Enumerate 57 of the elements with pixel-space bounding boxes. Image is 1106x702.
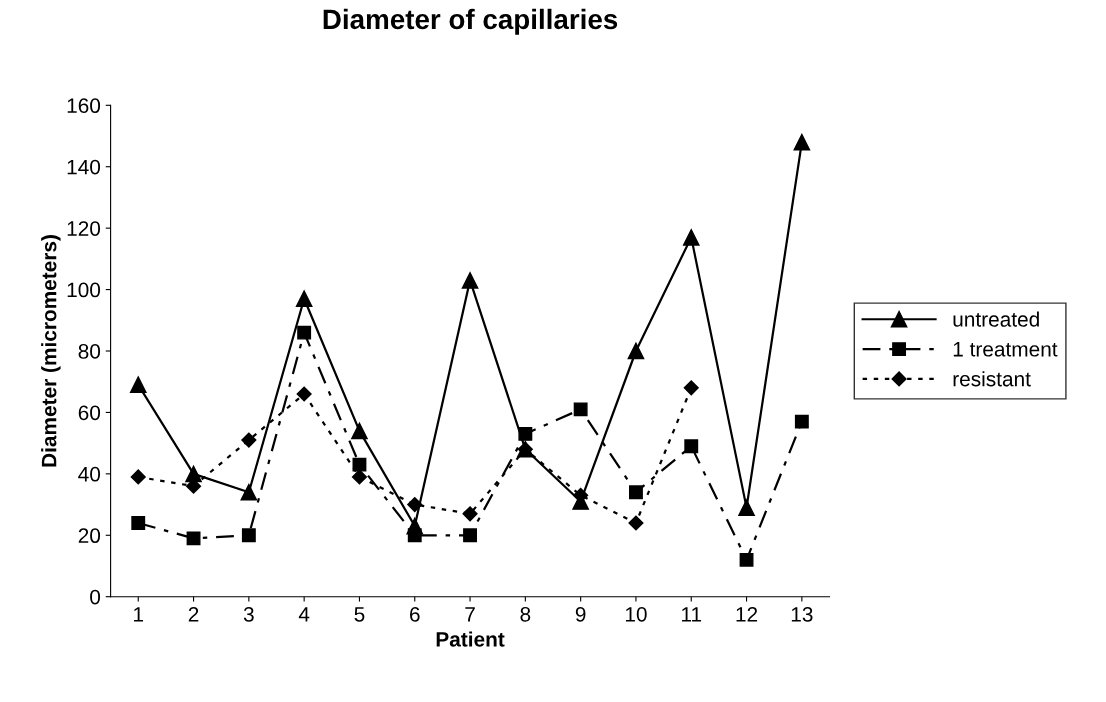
x-tick-label: 6 [410,606,420,622]
point [627,342,645,360]
point [794,414,809,429]
point [241,432,257,448]
point [351,469,368,485]
chart-title: Diameter of capillaries [323,8,618,35]
point [682,229,700,246]
x-tick-label: 1 [134,607,144,622]
x-tick-label: 2 [188,606,199,622]
x-tick-label: 5 [354,607,365,622]
y-tick-label: 80 [78,344,101,359]
legend-label: untreated [953,311,1039,327]
point [462,506,478,522]
x-tick-label: 9 [575,606,586,622]
point [683,380,699,396]
x-tick-label: 13 [791,606,813,622]
point [461,272,479,289]
point [684,439,699,454]
point [629,485,643,500]
x-tick-label: 10 [625,606,647,622]
y-axis-title: Diameter (micrometers) [41,235,61,467]
y-tick-label: 100 [67,282,101,298]
point [351,422,368,440]
y-tick-label: 140 [67,159,101,175]
point [130,469,146,485]
y-tick-label: 60 [78,405,101,421]
y-tick-label: 120 [67,221,101,236]
point [240,483,258,501]
point [186,531,201,546]
y-tick-label: 40 [78,466,101,482]
point [241,528,256,543]
point [738,499,755,516]
point [573,402,588,417]
y-tick-label: 0 [90,589,101,605]
point [131,516,146,530]
point [297,325,312,340]
point [296,386,312,402]
legend-label: resistant [953,371,1031,387]
legend-label: 1 treatment [953,342,1058,357]
x-tick-label: 7 [465,607,475,622]
point [628,515,644,531]
point [739,552,754,567]
x-tick-label: 8 [520,606,531,622]
point [793,133,811,151]
x-tick-label: 3 [243,606,254,622]
x-axis-title: Patient [436,631,505,647]
x-tick-label: 11 [682,607,702,622]
x-tick-label: 4 [298,607,310,622]
point [407,496,423,513]
point [518,426,533,441]
y-tick-label: 160 [67,98,101,114]
point [129,376,147,394]
y-tick-label: 20 [78,528,101,544]
point [407,528,422,543]
x-tick-label: 12 [736,606,758,622]
point [295,290,313,308]
point [463,528,477,543]
